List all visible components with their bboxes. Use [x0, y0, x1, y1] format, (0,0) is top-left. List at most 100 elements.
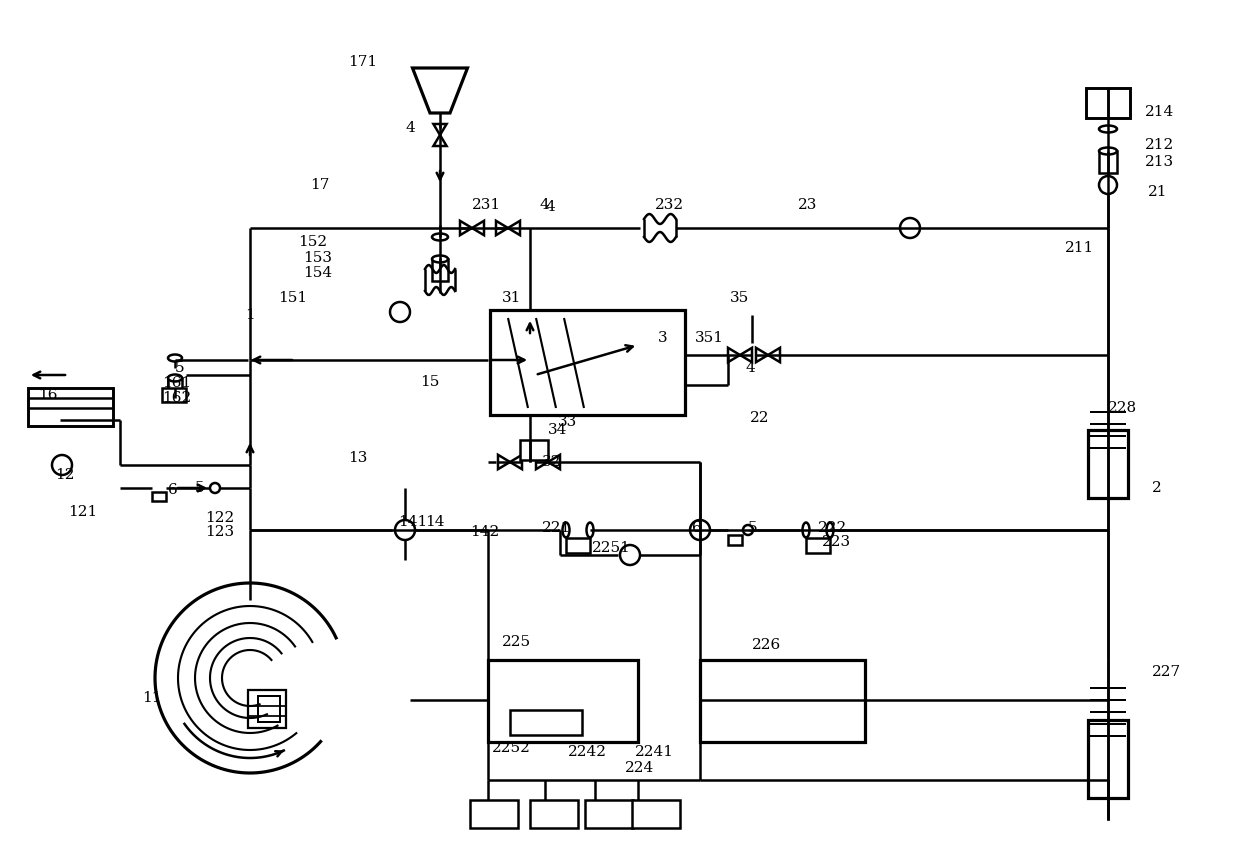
Bar [1099, 151, 1117, 173]
Text: 2241: 2241 [635, 745, 675, 759]
Bar [167, 378, 182, 398]
Text: 351: 351 [694, 331, 724, 345]
Text: 212: 212 [1145, 138, 1174, 152]
Text: 224: 224 [625, 761, 655, 775]
Ellipse shape [1099, 126, 1117, 132]
Circle shape [396, 520, 415, 540]
Text: 16: 16 [38, 388, 57, 402]
Bar [520, 440, 548, 460]
Text: 6: 6 [167, 483, 177, 497]
Text: 32: 32 [542, 455, 562, 469]
Circle shape [743, 525, 753, 535]
Polygon shape [508, 220, 520, 235]
Bar [529, 800, 578, 828]
Text: 4: 4 [405, 121, 414, 135]
Text: 228: 228 [1109, 401, 1137, 415]
Text: 5: 5 [175, 361, 185, 375]
Bar [510, 710, 582, 735]
Text: 1: 1 [246, 308, 254, 322]
Text: 35: 35 [730, 291, 749, 305]
Polygon shape [536, 455, 548, 469]
Polygon shape [548, 455, 560, 469]
Bar [162, 388, 186, 402]
Text: 13: 13 [348, 451, 367, 465]
Polygon shape [510, 455, 522, 469]
Text: 162: 162 [162, 391, 191, 405]
Bar [806, 538, 830, 553]
Text: 227: 227 [1152, 665, 1182, 679]
Text: 15: 15 [420, 375, 439, 389]
Text: 221: 221 [542, 521, 572, 535]
Text: 222: 222 [818, 521, 847, 535]
Polygon shape [413, 68, 467, 113]
Polygon shape [756, 348, 768, 362]
Text: 2242: 2242 [568, 745, 608, 759]
Text: 153: 153 [303, 251, 332, 265]
Text: 22: 22 [750, 411, 770, 425]
Text: 226: 226 [751, 638, 781, 652]
Text: 121: 121 [68, 505, 97, 519]
Text: 142: 142 [470, 525, 500, 539]
Circle shape [391, 302, 410, 322]
Bar [1087, 430, 1128, 498]
Circle shape [1099, 176, 1117, 194]
Bar [1086, 88, 1130, 118]
Text: 171: 171 [348, 55, 377, 69]
Ellipse shape [1099, 148, 1117, 154]
Text: 122: 122 [205, 511, 234, 525]
Text: 213: 213 [1145, 155, 1174, 169]
Text: 152: 152 [298, 235, 327, 249]
Bar [470, 800, 518, 828]
Text: 211: 211 [1065, 241, 1094, 255]
Text: 14: 14 [425, 515, 444, 529]
Bar [248, 690, 286, 728]
Ellipse shape [587, 522, 594, 538]
Text: 161: 161 [162, 376, 191, 390]
Bar [489, 660, 639, 742]
Text: 23: 23 [799, 198, 817, 212]
Text: 5: 5 [195, 481, 205, 495]
Polygon shape [768, 348, 780, 362]
Polygon shape [496, 220, 508, 235]
Text: 6: 6 [692, 521, 702, 535]
Text: 4: 4 [546, 200, 554, 214]
Text: 17: 17 [310, 178, 330, 192]
Text: 123: 123 [205, 525, 234, 539]
Bar [490, 310, 684, 415]
Ellipse shape [563, 522, 569, 538]
Text: 223: 223 [822, 535, 851, 549]
Circle shape [689, 520, 711, 540]
Text: 4: 4 [539, 198, 549, 212]
Text: 2251: 2251 [591, 541, 631, 555]
Ellipse shape [167, 375, 182, 382]
Ellipse shape [432, 255, 448, 263]
Bar [29, 388, 113, 426]
Text: 2252: 2252 [492, 741, 531, 755]
Text: 5: 5 [748, 521, 758, 535]
Text: 232: 232 [655, 198, 684, 212]
Text: 3: 3 [658, 331, 667, 345]
Circle shape [52, 455, 72, 475]
Text: 21: 21 [1148, 185, 1168, 199]
Circle shape [900, 218, 920, 238]
Text: 11: 11 [143, 691, 161, 705]
Ellipse shape [802, 522, 810, 538]
Text: 231: 231 [472, 198, 501, 212]
Bar [728, 535, 742, 545]
Bar [701, 660, 866, 742]
Bar [432, 259, 448, 281]
Polygon shape [740, 348, 751, 362]
Text: 154: 154 [303, 266, 332, 280]
Circle shape [620, 545, 640, 565]
Ellipse shape [432, 233, 448, 241]
Text: 225: 225 [502, 635, 531, 649]
Polygon shape [434, 124, 446, 135]
Bar [153, 492, 166, 501]
Text: 12: 12 [55, 468, 74, 482]
Bar [258, 696, 280, 722]
Text: 2: 2 [1152, 481, 1162, 495]
Polygon shape [498, 455, 510, 469]
Bar [1087, 720, 1128, 798]
Bar [565, 538, 590, 553]
Polygon shape [460, 220, 472, 235]
